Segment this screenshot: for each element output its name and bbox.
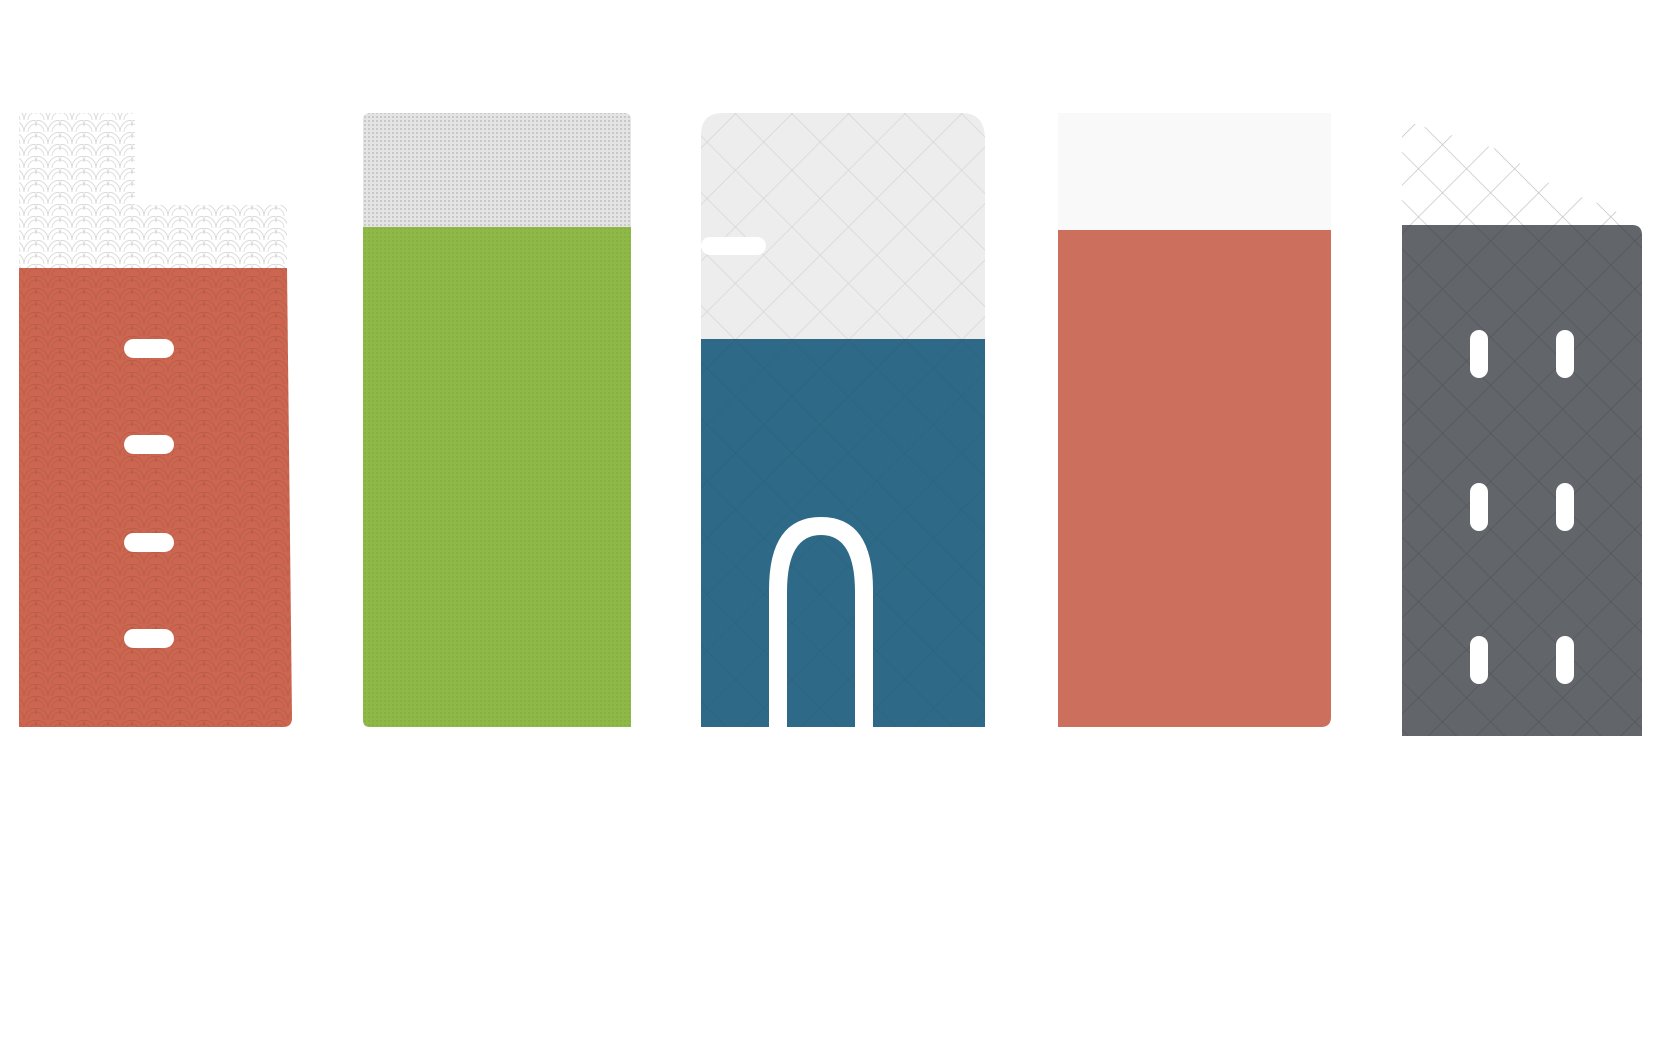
building-5-window bbox=[1470, 636, 1488, 684]
building-5 bbox=[1402, 120, 1642, 736]
building-1 bbox=[19, 113, 292, 727]
building-2 bbox=[363, 113, 631, 727]
building-4 bbox=[1058, 113, 1331, 727]
building-1-window bbox=[124, 629, 174, 648]
building-1-window bbox=[124, 339, 174, 358]
building-3 bbox=[701, 113, 985, 727]
building-1-window bbox=[124, 435, 174, 454]
building-1-window bbox=[124, 533, 174, 552]
building-5-window bbox=[1556, 330, 1574, 378]
building-5-window bbox=[1470, 483, 1488, 531]
building-3-ledge bbox=[701, 237, 766, 255]
building-5-window bbox=[1470, 330, 1488, 378]
building-4-body bbox=[1058, 230, 1331, 727]
building-5-window bbox=[1556, 483, 1574, 531]
building-3-roof-shadow bbox=[701, 113, 985, 339]
building-5-window bbox=[1556, 636, 1574, 684]
building-2-roof-shadow bbox=[363, 113, 631, 227]
building-4-roof-shadow bbox=[1058, 113, 1331, 230]
building-1-roof-shadow bbox=[19, 113, 287, 268]
building-5-roof-shadow bbox=[1402, 120, 1632, 225]
